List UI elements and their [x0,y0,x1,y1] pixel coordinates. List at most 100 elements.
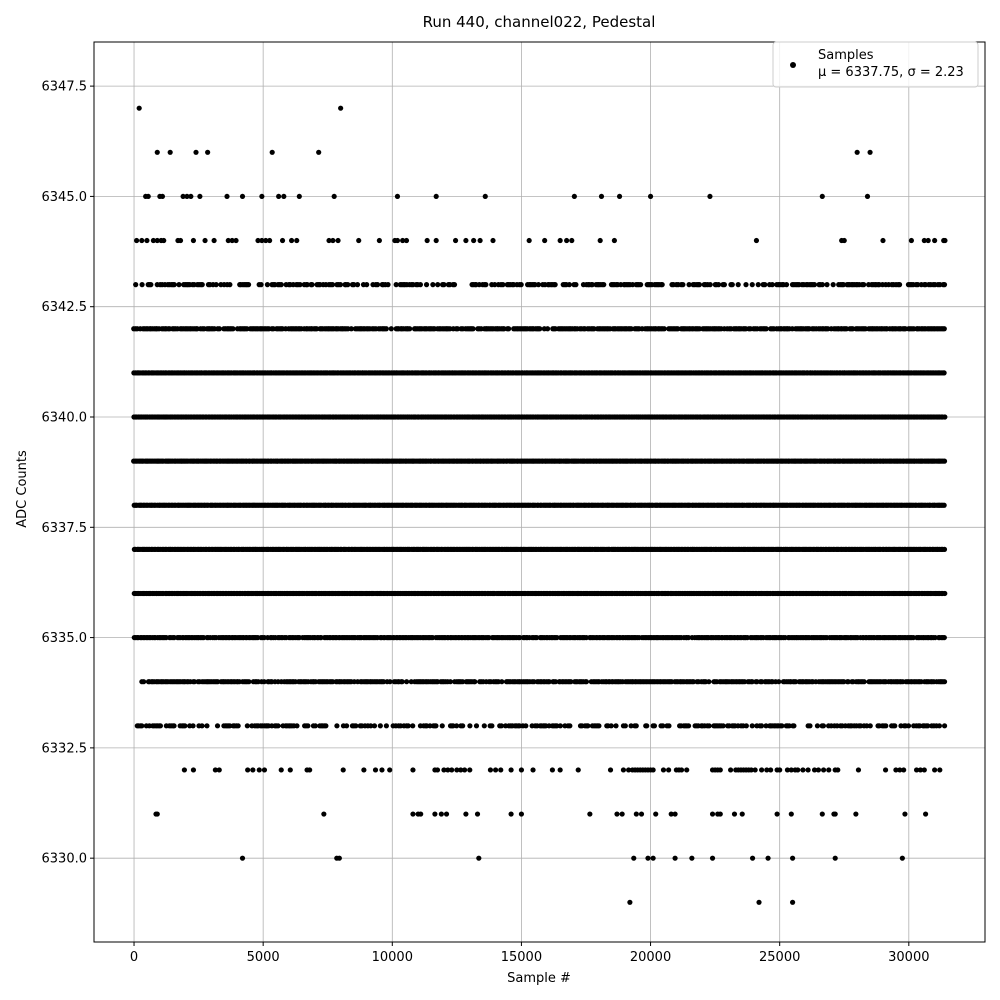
sample-point [235,723,241,729]
sample-point [460,679,466,685]
sample-point [661,326,667,332]
sample-point [921,237,927,244]
sample-point [932,237,938,244]
sample-point [941,502,947,508]
sample-point [258,282,264,288]
sample-point [861,282,867,288]
sample-point [278,282,284,288]
sample-point [544,326,551,332]
sample-point [729,282,735,288]
sample-point [611,237,617,244]
sample-point [144,237,150,244]
sample-point [591,326,597,332]
sample-point [925,237,931,244]
sample-point [447,679,453,685]
sample-point [941,458,948,464]
sample-point [546,679,552,685]
sample-point [288,237,295,244]
sample-point [269,149,275,155]
sample-point [157,723,164,729]
sample-point [908,237,914,244]
sample-point [628,326,634,332]
sample-point [941,282,948,288]
sample-point [404,679,410,685]
sample-point [638,282,644,288]
sample-point [331,193,337,200]
sample-point [686,282,692,288]
sample-point [819,193,825,200]
sample-point [552,282,558,288]
sample-point [374,282,381,288]
sample-point [216,326,223,332]
sample-point [385,282,391,288]
sample-point [564,237,570,244]
sample-point [721,282,728,288]
sample-point [915,282,921,288]
sample-point [569,237,575,244]
sample-point [330,237,336,244]
sample-point [685,634,692,641]
sample-point [276,193,282,200]
sample-point [345,282,351,288]
sample-point [334,723,340,729]
sample-point [139,237,145,244]
sample-point [845,679,851,685]
sample-point [197,193,203,200]
sample-point [482,193,488,200]
sample-point [297,282,303,288]
sample-point [148,282,154,288]
sample-point [159,193,166,200]
sample-point [942,414,948,420]
sample-point [776,679,782,685]
sample-point [518,282,524,288]
sample-point [261,679,267,685]
sample-point [942,590,948,597]
sample-point [229,237,235,244]
sample-point [647,193,654,200]
sample-point [193,149,199,155]
sample-point [864,193,871,200]
sample-point [167,149,173,155]
sample-point [942,237,948,244]
sample-point [387,679,393,685]
sample-point [500,282,506,288]
sample-point [762,282,768,288]
sample-point [134,237,140,244]
sample-point [526,237,532,244]
sample-point [246,679,252,685]
sample-point [329,282,336,288]
sample-point [323,723,329,729]
sample-point [471,237,477,244]
sample-point [743,282,749,288]
sample-point [941,679,948,685]
sample-point [896,282,903,288]
sample-point [230,326,236,332]
sample-point [294,723,300,729]
sample-point [769,282,775,288]
sample-point [399,679,405,685]
sample-point [264,282,271,288]
sample-point [452,237,459,244]
sample-point [304,282,310,288]
sample-point [176,282,182,288]
sample-point [542,237,548,244]
sample-point [571,193,577,200]
sample-point [535,282,542,288]
sample-point [368,723,374,729]
sample-point [255,237,261,244]
sample-point [316,149,322,155]
sample-point [182,723,188,729]
sample-point [204,723,210,729]
sample-point [383,326,389,332]
sample-point [338,105,344,111]
sample-point [337,282,344,288]
sample-point [749,679,755,685]
sample-point [477,237,483,244]
sample-point [941,370,947,376]
sample-point [696,282,703,288]
sample-point [224,193,230,200]
sample-point [941,634,947,641]
sample-point [239,193,246,200]
sample-point [715,282,722,288]
sample-point [259,193,265,200]
